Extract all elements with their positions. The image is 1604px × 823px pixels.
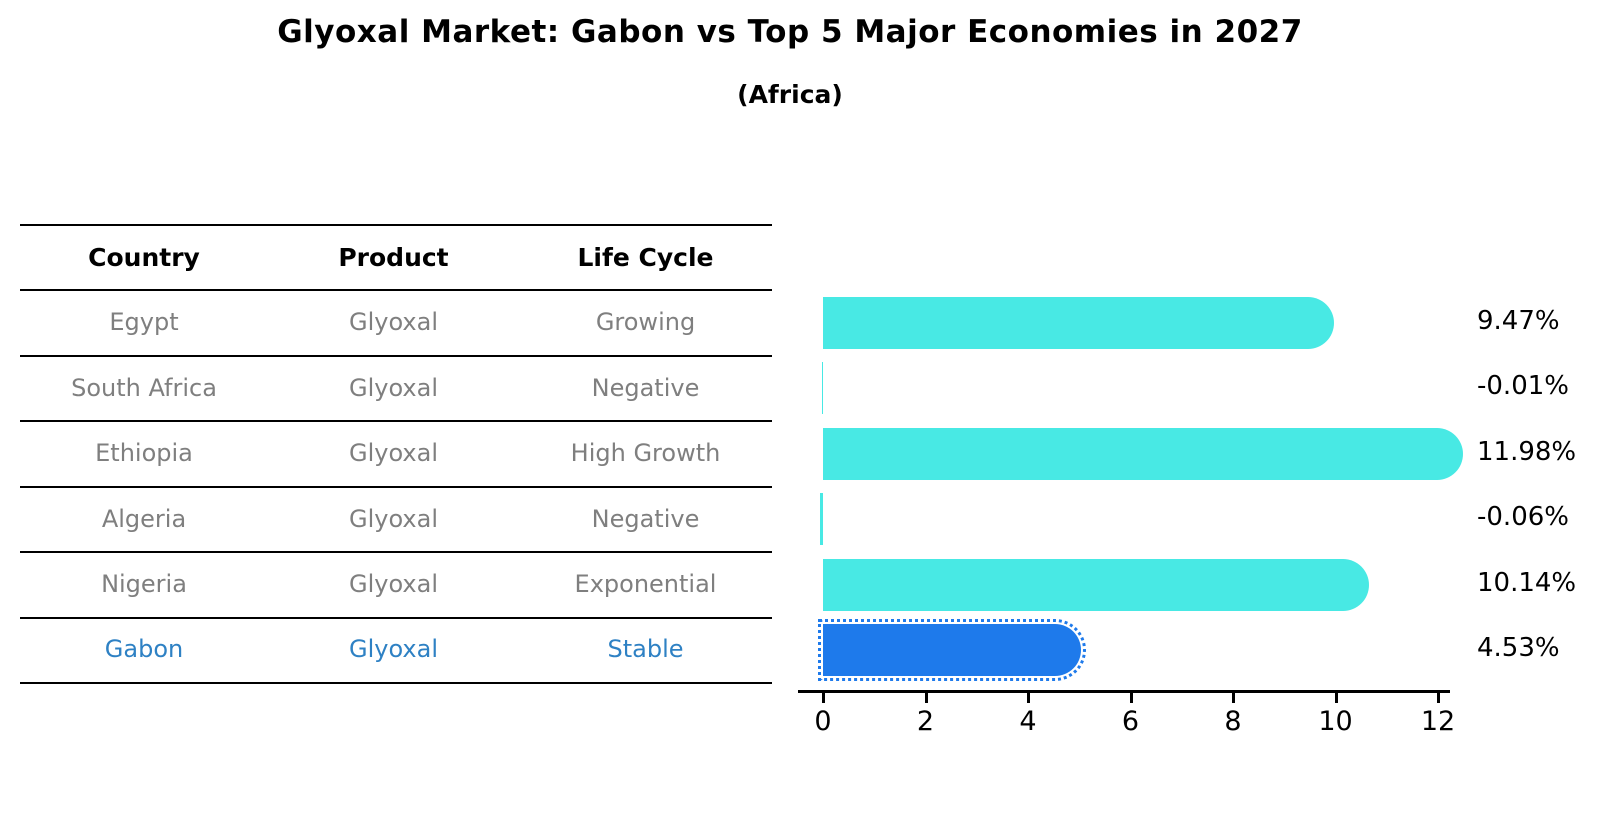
x-axis-tick-label: 10	[1318, 706, 1353, 737]
product-cell: Glyoxal	[349, 308, 438, 337]
life-cycle-cell: Growing	[595, 308, 696, 337]
country-cell: Ethiopia	[95, 439, 193, 468]
value-label: -0.01%	[1477, 371, 1569, 402]
table-border-bottom	[20, 682, 772, 684]
bar-nigeria	[823, 558, 1369, 611]
value-label: -0.06%	[1477, 502, 1569, 533]
product-cell: Glyoxal	[349, 439, 438, 468]
life-cycle-cell: Exponential	[574, 569, 717, 598]
bar-algeria	[819, 493, 823, 546]
chart-title: Glyoxal Market: Gabon vs Top 5 Major Eco…	[277, 14, 1303, 50]
x-axis-tick	[924, 693, 928, 703]
country-cell: Nigeria	[101, 569, 187, 598]
x-axis-line	[798, 690, 1450, 693]
x-axis-tick	[822, 693, 825, 703]
table-row-separator	[20, 355, 772, 357]
country-cell: Algeria	[101, 504, 187, 533]
table-row-separator	[20, 551, 772, 553]
country-cell: Egypt	[109, 308, 179, 337]
table-row-separator	[20, 420, 772, 422]
life-cycle-cell: Stable	[607, 635, 684, 664]
table-border-top	[20, 224, 772, 226]
product-cell: Glyoxal	[349, 569, 438, 598]
x-axis-tick-label: 6	[1121, 706, 1140, 737]
column-header-country: Country	[88, 243, 200, 272]
x-axis-tick	[1129, 693, 1133, 703]
x-axis-tick-label: 8	[1224, 706, 1242, 737]
table-row-separator	[20, 617, 772, 619]
x-axis-tick	[1232, 693, 1235, 703]
x-axis-tick	[1027, 693, 1030, 703]
life-cycle-cell: Negative	[591, 373, 700, 402]
value-label: 9.47%	[1477, 306, 1560, 336]
column-header-life-cycle: Life Cycle	[577, 243, 714, 272]
country-cell: South Africa	[71, 373, 217, 402]
product-cell: Glyoxal	[349, 504, 438, 533]
value-label: 4.53%	[1477, 633, 1560, 663]
table-header-separator	[20, 289, 772, 291]
bar-ethiopia	[823, 427, 1463, 480]
x-axis-tick	[1437, 693, 1440, 703]
x-axis-tick-label: 2	[916, 706, 935, 737]
x-axis-tick	[1334, 693, 1338, 703]
bar-south-africa	[822, 362, 823, 415]
x-axis-tick-label: 0	[814, 706, 832, 737]
country-cell: Gabon	[104, 635, 184, 664]
product-cell: Glyoxal	[349, 373, 438, 402]
x-axis-tick-label: 12	[1420, 706, 1456, 737]
value-label: 10.14%	[1477, 567, 1577, 598]
product-cell: Glyoxal	[349, 635, 438, 664]
x-axis-tick-label: 4	[1019, 706, 1037, 737]
bar-egypt	[823, 297, 1335, 349]
chart-subtitle: (Africa)	[737, 80, 843, 109]
life-cycle-cell: High Growth	[570, 439, 721, 468]
life-cycle-cell: Negative	[591, 504, 700, 533]
bar-gabon	[817, 619, 1087, 681]
column-header-product: Product	[338, 243, 449, 272]
value-label: 11.98%	[1477, 436, 1577, 467]
table-row-separator	[20, 486, 772, 488]
